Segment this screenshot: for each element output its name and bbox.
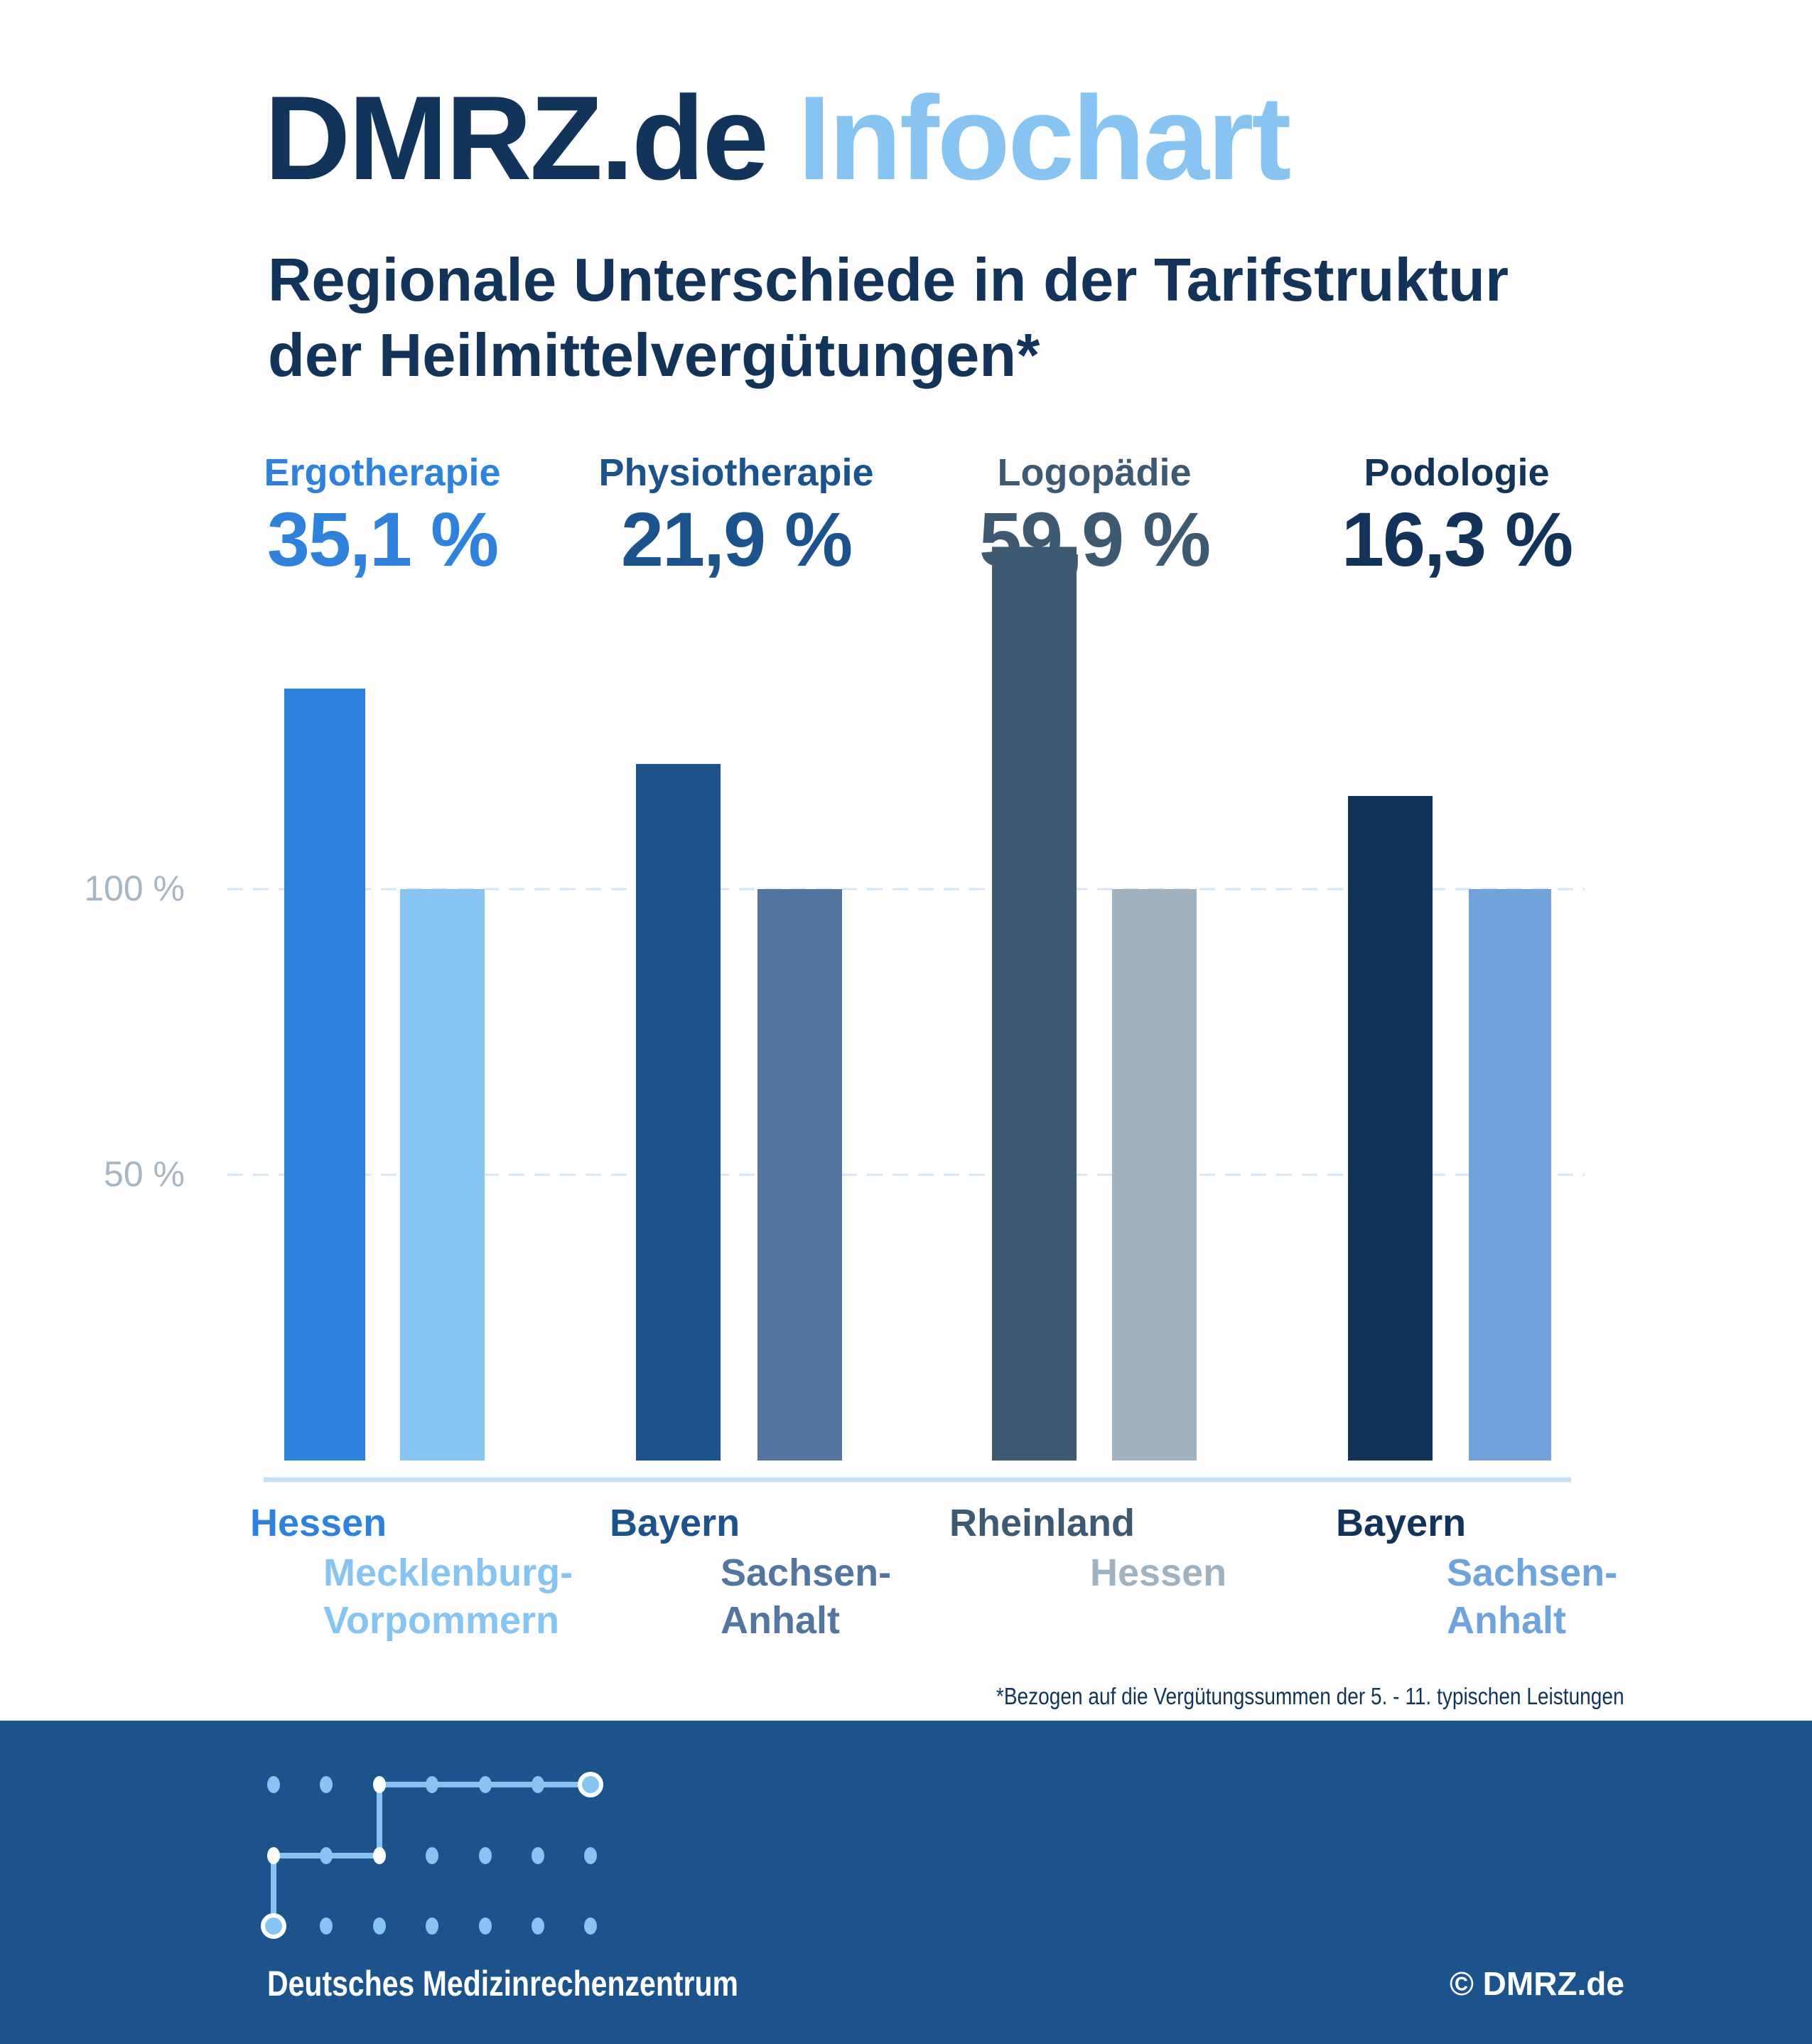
bar-podologie-max — [1348, 795, 1433, 1461]
bar-podologie-min — [1469, 889, 1551, 1461]
bar-ergotherapie-min — [400, 889, 485, 1461]
category-label: Physiotherapie — [598, 451, 874, 494]
y-tick-label: 50 % — [104, 1154, 185, 1194]
region-label-min: Anhalt — [1447, 1599, 1566, 1642]
difference-label: 21,9 % — [620, 496, 853, 582]
category-label: Logopädie — [997, 451, 1192, 494]
product-name: Infochart — [797, 71, 1292, 205]
region-label-max: Rheinland — [949, 1502, 1136, 1544]
difference-label: 59,9 % — [978, 496, 1211, 582]
region-label-min: Anhalt — [721, 1599, 840, 1642]
bar-chart — [227, 547, 1585, 1483]
region-label-max: Bayern — [1336, 1502, 1467, 1544]
region-label-max: Bayern — [610, 1502, 740, 1544]
region-label-min: Hessen — [1090, 1551, 1227, 1594]
region-label-min: Sachsen- — [721, 1551, 892, 1594]
difference-label: 35,1 % — [266, 496, 499, 582]
brand-name: DMRZ.de — [264, 71, 769, 205]
subtitle-line-1: Regionale Unterschiede in der Tarifstruk… — [268, 247, 1509, 314]
bar-ergotherapie-max — [284, 688, 365, 1461]
region-label-min: Vorpommern — [323, 1599, 560, 1642]
bar-logopädie-min — [1112, 889, 1197, 1461]
subtitle-line-2: der Heilmittelvergütungen* — [268, 322, 1040, 389]
y-tick-label: 100 % — [84, 868, 185, 908]
copyright: © DMRZ.de — [1450, 1965, 1624, 2002]
region-label-max: Hessen — [250, 1502, 387, 1544]
bar-physiotherapie-min — [757, 889, 842, 1461]
region-label-min: Sachsen- — [1447, 1551, 1618, 1594]
category-label: Podologie — [1364, 451, 1550, 494]
difference-label: 16,3 % — [1341, 496, 1573, 582]
bar-logopädie-max — [992, 547, 1077, 1461]
organization-name: Deutsches Medizinrechenzentrum — [267, 1964, 738, 2003]
bar-physiotherapie-max — [636, 763, 721, 1461]
category-label: Ergotherapie — [264, 451, 501, 494]
footnote: *Bezogen auf die Vergütungssummen der 5.… — [996, 1683, 1624, 1709]
region-label-min: Mecklenburg- — [323, 1551, 573, 1594]
infochart-title: DMRZ.de Infochart — [264, 78, 1291, 198]
